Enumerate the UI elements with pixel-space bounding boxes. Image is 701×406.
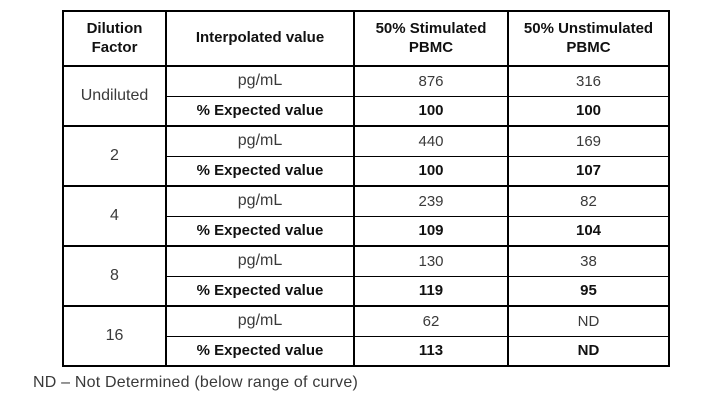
cell-value: 100 [353,95,509,127]
table-row: 8 pg/mL 130 38 [62,245,670,307]
dilution-value: 2 [62,125,167,187]
cell-value: 100 [353,155,509,187]
metric-label-pg: pg/mL [165,305,355,337]
dilution-linearity-table: Dilution Factor Interpolated value 50% S… [62,10,670,367]
cell-value: 100 [507,95,670,127]
header-dilution-factor: Dilution Factor [62,10,167,67]
table-row: Undiluted pg/mL 876 316 [62,65,670,127]
table-footnote: ND – Not Determined (below range of curv… [33,374,358,391]
cell-value: ND [507,305,670,337]
metric-label-pct: % Expected value [165,335,355,367]
table-row: % Expected value 109 104 [63,215,670,247]
cell-value: 113 [353,335,509,367]
dilution-value: 8 [62,245,167,307]
table-row: 16 pg/mL 62 ND [62,305,670,367]
cell-value: 107 [507,155,670,187]
dilution-value: 16 [62,305,167,367]
table-row: % Expected value 100 107 [63,155,670,187]
metric-label-pct: % Expected value [165,275,355,307]
metric-label-pct: % Expected value [165,215,355,247]
cell-value: 95 [507,275,670,307]
cell-value: ND [507,335,670,367]
cell-value: 62 [353,305,509,337]
cell-value: 38 [507,245,670,277]
metric-label-pg: pg/mL [165,185,355,217]
header-interpolated-value: Interpolated value [165,10,355,67]
dilution-value: 4 [62,185,167,247]
cell-value: 876 [353,65,509,97]
table-header-row: Dilution Factor Interpolated value 50% S… [62,10,670,67]
metric-label-pct: % Expected value [165,155,355,187]
metric-label-pg: pg/mL [165,125,355,157]
cell-value: 130 [353,245,509,277]
cell-value: 109 [353,215,509,247]
header-stimulated-pbmc: 50% Stimulated PBMC [353,10,509,67]
metric-label-pg: pg/mL [165,245,355,277]
cell-value: 169 [507,125,670,157]
cell-value: 316 [507,65,670,97]
table-row: % Expected value 100 100 [63,95,670,127]
cell-value: 239 [353,185,509,217]
table-row: 2 pg/mL 440 169 [62,125,670,187]
metric-label-pg: pg/mL [165,65,355,97]
cell-value: 104 [507,215,670,247]
table-row: % Expected value 119 95 [63,275,670,307]
dilution-value: Undiluted [62,65,167,127]
metric-label-pct: % Expected value [165,95,355,127]
table-row: 4 pg/mL 239 82 [62,185,670,247]
table-row: % Expected value 113 ND [63,335,670,367]
cell-value: 82 [507,185,670,217]
header-unstimulated-pbmc: 50% Unstimulated PBMC [507,10,670,67]
cell-value: 119 [353,275,509,307]
cell-value: 440 [353,125,509,157]
